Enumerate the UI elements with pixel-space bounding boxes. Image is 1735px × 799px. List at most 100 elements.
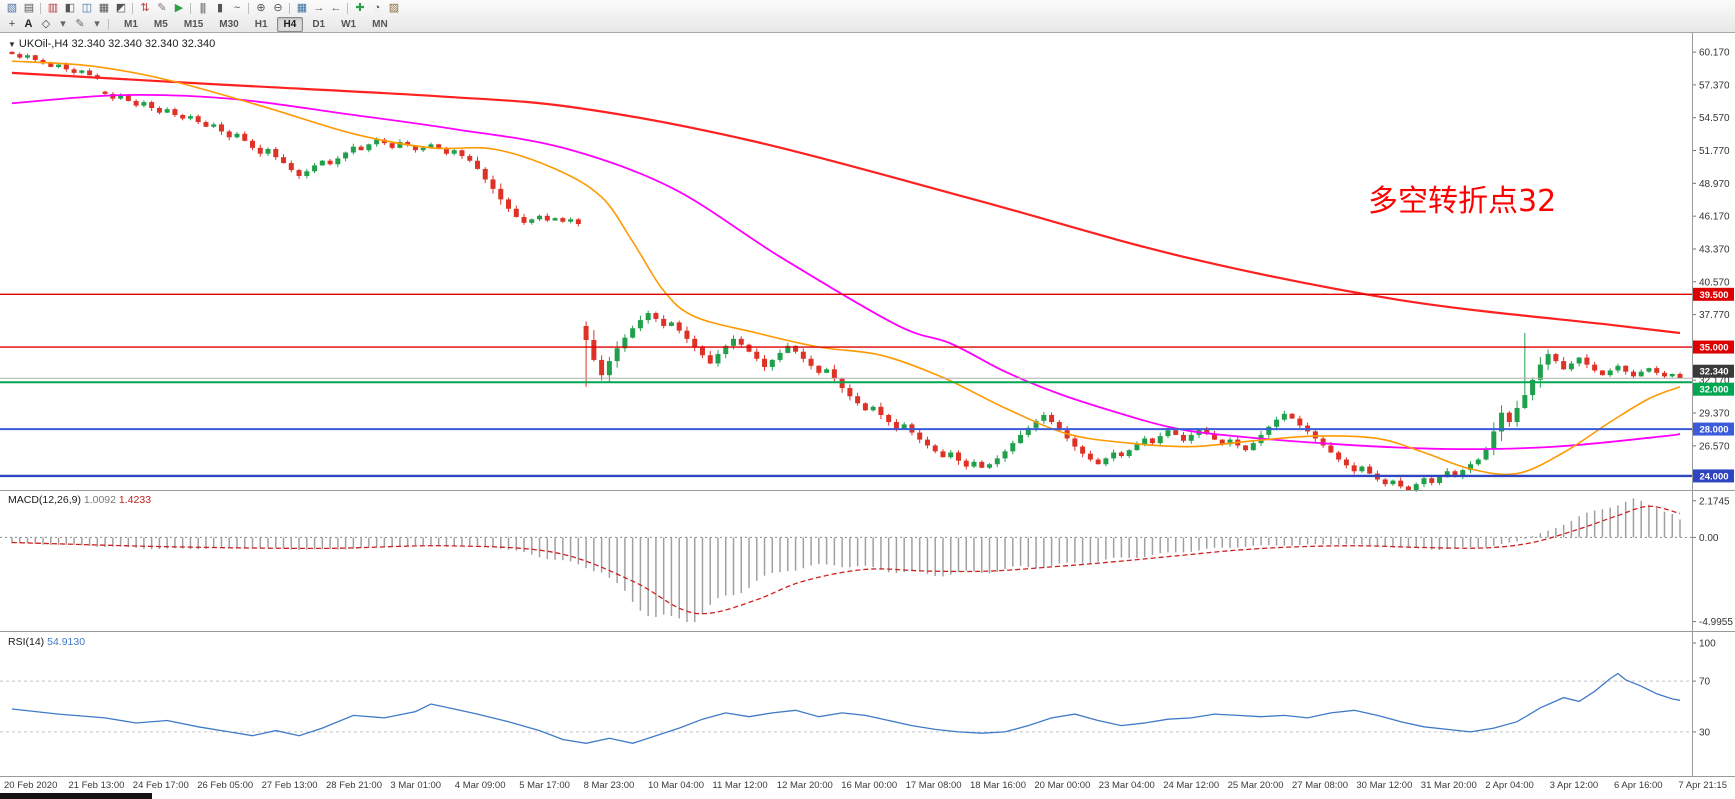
- svg-text:-4.9955: -4.9955: [1699, 617, 1733, 628]
- svg-text:48.970: 48.970: [1699, 179, 1730, 190]
- svg-text:2.1745: 2.1745: [1699, 496, 1730, 507]
- time-label: 20 Mar 00:00: [1034, 780, 1091, 791]
- svg-text:26.570: 26.570: [1699, 441, 1730, 452]
- rsi-line: [11, 672, 1681, 744]
- macd-main-value: 1.0092: [83, 494, 116, 506]
- time-label: 23 Mar 04:00: [1098, 780, 1155, 791]
- chart-line-icon[interactable]: ~: [233, 2, 240, 14]
- time-label: 16 Mar 00:00: [841, 780, 898, 791]
- toolbar-row2-tools: + A ◇ ▾ ✎ ▾: [3, 17, 112, 31]
- svg-text:70: 70: [1699, 677, 1711, 688]
- toolbar-separator: [289, 2, 290, 14]
- profiles-icon[interactable]: ▤: [23, 2, 34, 14]
- time-axis: 20 Feb 2020 21 Feb 13:00 24 Feb 17:00 26 Fe…: [0, 777, 1727, 794]
- dropdown-caret-icon[interactable]: ▾: [94, 18, 100, 30]
- time-label: 17 Mar 08:00: [905, 780, 962, 791]
- templates-icon[interactable]: ▨: [388, 2, 399, 14]
- timeframe-m1[interactable]: M1: [124, 18, 138, 30]
- new-order-icon[interactable]: ⇅: [140, 2, 149, 14]
- time-label: 12 Mar 20:00: [776, 780, 833, 791]
- chart-bars-icon[interactable]: |||: [199, 2, 207, 14]
- svg-text:24.000: 24.000: [1699, 471, 1728, 482]
- market-watch-icon[interactable]: ▥: [47, 2, 58, 14]
- zoom-in-icon[interactable]: ⊕: [256, 2, 265, 14]
- time-label: 8 Mar 23:00: [583, 780, 635, 791]
- price-badge-32.000: [1693, 382, 1734, 396]
- new-chart-icon[interactable]: ▧: [6, 2, 17, 14]
- time-label: 26 Feb 05:00: [197, 780, 254, 791]
- periods-icon[interactable]: ◔: [373, 2, 381, 14]
- time-label: 11 Mar 12:00: [712, 780, 768, 791]
- time-label: 24 Mar 12:00: [1163, 780, 1220, 791]
- pencil-tool-icon[interactable]: ✎: [75, 18, 84, 30]
- tile-windows-icon[interactable]: ▦: [296, 2, 307, 14]
- timeframe-w1[interactable]: W1: [341, 18, 357, 30]
- price-badge-24.000: [1693, 469, 1734, 483]
- svg-text:32.170: 32.170: [1699, 376, 1730, 387]
- ma-fast: [11, 60, 1681, 476]
- time-label: 5 Mar 17:00: [519, 780, 570, 791]
- svg-text:54.570: 54.570: [1699, 113, 1730, 124]
- crosshair-icon[interactable]: +: [8, 18, 15, 30]
- time-label: 18 Mar 16:00: [970, 780, 1026, 791]
- main-panel[interactable]: [0, 51, 1692, 493]
- rsi-indicator-label: RSI(14) 54.9130: [8, 636, 85, 648]
- time-label: 2 Apr 04:00: [1485, 780, 1534, 791]
- chart-shift-icon[interactable]: ←: [330, 2, 342, 14]
- timeframe-h1[interactable]: H1: [254, 18, 268, 30]
- toolbar-separator: [190, 2, 191, 14]
- macd-panel[interactable]: [0, 498, 1692, 623]
- price-badge-35.000: [1693, 340, 1734, 354]
- macd-indicator-label: MACD(12,26,9) 1.0092 1.4233: [8, 494, 151, 506]
- autotrading-icon[interactable]: ▶: [174, 2, 183, 14]
- timeframe-m30[interactable]: M30: [219, 18, 239, 30]
- svg-text:51.770: 51.770: [1699, 146, 1730, 157]
- price-axis: 60.170 57.370 54.570 51.770 48.970 46.170 43.3…: [1692, 48, 1734, 738]
- timeframe-h4[interactable]: H4: [276, 16, 304, 32]
- ma-slow: [11, 71, 1681, 335]
- strategy-tester-icon[interactable]: ◩: [115, 2, 126, 14]
- terminal-icon[interactable]: ▦: [98, 2, 109, 14]
- chart-candles-icon[interactable]: ▮: [216, 2, 223, 14]
- collapse-arrow-icon[interactable]: ▼: [8, 40, 16, 49]
- time-label: 27 Feb 13:00: [261, 780, 318, 791]
- svg-text:100: 100: [1699, 639, 1716, 650]
- time-label: 28 Feb 21:00: [326, 780, 382, 791]
- svg-text:57.370: 57.370: [1699, 80, 1730, 91]
- auto-scroll-icon[interactable]: →: [313, 2, 325, 14]
- timeframe-d1[interactable]: D1: [312, 18, 326, 30]
- toolbar-separator: [347, 2, 348, 14]
- time-label: 20 Feb 2020: [4, 780, 58, 791]
- ma-medium: [11, 93, 1681, 451]
- time-label: 7 Apr 21:15: [1678, 780, 1727, 791]
- timeframe-m15[interactable]: M15: [183, 18, 204, 30]
- time-label: 24 Feb 17:00: [132, 780, 189, 791]
- shapes-icon[interactable]: ◇: [41, 18, 50, 30]
- macd-signal-value: 1.4233: [118, 494, 152, 506]
- dropdown-caret-icon[interactable]: ▾: [60, 18, 66, 30]
- toolbar-row2: + A ◇ ▾ ✎ ▾ M1 M5 M15 M30 H1 H4 D1 W1 MN: [0, 16, 1735, 32]
- text-tool-icon[interactable]: A: [24, 18, 33, 30]
- metaeditor-icon[interactable]: ✎: [157, 2, 166, 14]
- timeframe-m5[interactable]: M5: [153, 18, 168, 30]
- toolbar-separator: [108, 18, 109, 30]
- svg-text:43.370: 43.370: [1699, 244, 1730, 255]
- macd-name: MACD(12,26,9): [8, 494, 81, 506]
- svg-text:46.170: 46.170: [1699, 212, 1730, 223]
- toolbar-separator: [132, 2, 133, 14]
- time-label: 27 Mar 08:00: [1292, 780, 1348, 791]
- data-window-icon[interactable]: ◧: [64, 2, 75, 14]
- price-badge-32.340: [1693, 364, 1734, 378]
- navigator-icon[interactable]: ◫: [81, 2, 92, 14]
- toolbar-row1: ▧ ▤ ▥ ◧ ◫ ▦ ◩ ⇅ ✎ ▶ ||| ▮ ~ ⊕ ⊖ ▦ → ← ✚ ◔ ▨: [0, 0, 1735, 16]
- timeframe-mn[interactable]: MN: [372, 18, 388, 30]
- price-badge-39.500: [1693, 287, 1734, 301]
- svg-text:60.170: 60.170: [1699, 48, 1730, 59]
- toolbar-row1-icons: ▧ ▤ ▥ ◧ ◫ ▦ ◩ ⇅ ✎ ▶ ||| ▮ ~ ⊕ ⊖ ▦ → ← ✚ ◔ ▨: [3, 1, 402, 15]
- zoom-out-icon[interactable]: ⊖: [273, 2, 282, 14]
- rsi-panel[interactable]: [0, 672, 1692, 744]
- time-label: 21 Feb 13:00: [68, 780, 125, 791]
- svg-text:0.00: 0.00: [1699, 533, 1719, 544]
- indicators-icon[interactable]: ✚: [355, 2, 364, 14]
